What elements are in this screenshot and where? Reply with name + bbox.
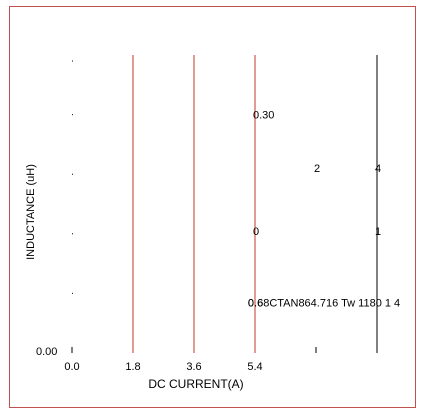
- annotation-1: 2: [314, 163, 320, 175]
- annotations-group: 0.30 2 4 0 1 0.60.68CTAN864.716 Tw 1180 1 4: [248, 110, 400, 310]
- annotation-6: 0.68CTAN864.716 Tw 1180 1 4: [248, 297, 400, 309]
- annotation-4: 1: [375, 226, 381, 238]
- x-tick-label-2: 3.6: [186, 361, 201, 373]
- annotation-3: 0: [253, 226, 259, 238]
- x-tick-label-1: 1.8: [125, 361, 140, 373]
- y-bottom-label: 0.00: [36, 346, 57, 358]
- y-tick-marks-group: [72, 60, 73, 294]
- chart-svg: 0.0 1.8 3.6 5.4 0.30 2 4 0 1 0.60.68CTAN864.716 …: [25, 55, 400, 391]
- annotation-2: 4: [375, 163, 381, 175]
- bottom-tick-marks-group: [71, 347, 378, 353]
- vertical-lines-group: [132, 55, 378, 353]
- y-axis-label: INDUCTANCE (uH): [25, 164, 37, 260]
- x-tick-labels-group: 0.0 1.8 3.6 5.4: [64, 361, 262, 373]
- x-tick-label-3: 5.4: [247, 361, 262, 373]
- x-tick-label-0: 0.0: [64, 361, 79, 373]
- chart-frame: 0.0 1.8 3.6 5.4 0.30 2 4 0 1 0.6 0.68CTAN864.716 …: [9, 6, 416, 408]
- annotation-5: 0.6: [248, 297, 263, 309]
- annotation-0: 0.30: [253, 110, 274, 122]
- x-axis-label: DC CURRENT(A): [148, 377, 243, 391]
